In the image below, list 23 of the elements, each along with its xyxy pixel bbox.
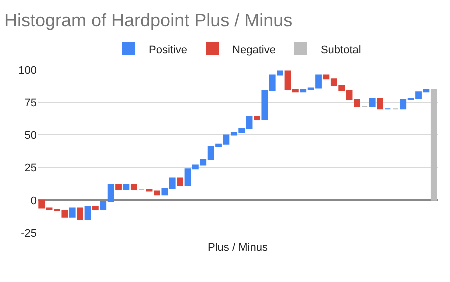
legend-label: Subtotal [320,44,362,56]
bar [377,98,384,110]
y-tick-label: 25 [24,162,37,175]
bar [84,206,92,220]
bar [177,178,184,187]
y-tick-label: 100 [18,64,37,77]
bar [116,184,122,190]
bar [130,184,138,190]
y-tick-label: 0 [30,195,37,208]
bar [92,206,99,210]
legend-label: Negative [232,44,276,56]
bar [430,89,438,201]
bar [369,98,376,108]
bar [69,208,76,218]
y-tick-label: 50 [24,130,37,142]
bar [77,208,84,220]
y-tick-label: -25 [21,228,37,240]
x-axis-title: Plus / Minus [208,242,268,254]
chart-title: Histogram of Hardpoint Plus / Minus [4,10,293,31]
bar [254,116,260,120]
bar [123,184,130,190]
legend-label: Positive [149,44,188,56]
y-tick-label: 75 [24,97,37,110]
